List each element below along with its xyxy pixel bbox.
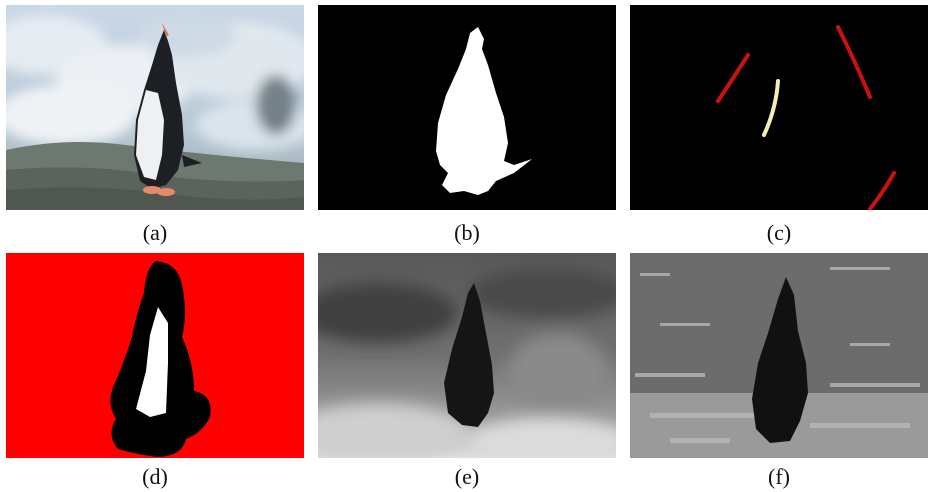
caption-a: (a) (142, 220, 168, 245)
panel-b-mask (318, 5, 616, 210)
scribble-strokes (630, 5, 928, 210)
trimap (6, 253, 304, 458)
panel-f-result (630, 253, 928, 458)
panel-c-scribbles (630, 5, 928, 210)
caption-c: (c) (766, 220, 792, 245)
caption-d: (d) (142, 464, 168, 489)
caption-e: (e) (454, 464, 480, 489)
penguin-mask (318, 5, 616, 210)
caption-b: (b) (454, 220, 480, 245)
grayscale-map (318, 253, 616, 458)
caption-f: (f) (768, 464, 790, 489)
panel-a-photo (6, 5, 304, 210)
result-map (630, 253, 928, 458)
panel-e-grayscale (318, 253, 616, 458)
panel-d-trimap (6, 253, 304, 458)
penguin-photo (6, 5, 304, 210)
